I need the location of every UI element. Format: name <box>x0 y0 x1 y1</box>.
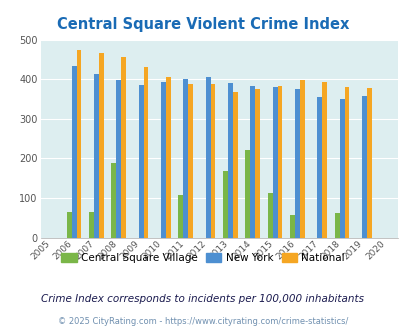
Bar <box>294 89 299 238</box>
Bar <box>277 86 282 238</box>
Text: Crime Index corresponds to incidents per 100,000 inhabitants: Crime Index corresponds to incidents per… <box>41 294 364 304</box>
Bar <box>344 87 349 238</box>
Bar <box>245 150 249 238</box>
Bar <box>267 193 272 238</box>
Bar <box>66 212 71 238</box>
Bar <box>334 213 339 238</box>
Bar <box>316 97 322 238</box>
Text: © 2025 CityRating.com - https://www.cityrating.com/crime-statistics/: © 2025 CityRating.com - https://www.city… <box>58 317 347 326</box>
Bar <box>111 163 116 238</box>
Bar <box>366 87 371 238</box>
Bar <box>299 81 304 238</box>
Bar <box>121 57 126 238</box>
Bar <box>143 67 148 238</box>
Bar <box>94 74 99 238</box>
Bar <box>272 87 277 238</box>
Bar <box>166 77 171 238</box>
Bar <box>289 214 294 238</box>
Bar <box>160 82 166 238</box>
Bar <box>77 50 81 238</box>
Bar <box>322 82 326 238</box>
Legend: Central Square Village, New York, National: Central Square Village, New York, Nation… <box>57 248 348 267</box>
Bar <box>99 53 104 238</box>
Bar <box>339 99 344 238</box>
Bar <box>249 86 255 238</box>
Bar <box>71 66 77 238</box>
Bar <box>222 171 227 238</box>
Bar <box>178 195 183 238</box>
Text: Central Square Violent Crime Index: Central Square Violent Crime Index <box>57 16 348 31</box>
Bar <box>232 92 237 238</box>
Bar <box>89 212 94 238</box>
Bar <box>210 84 215 238</box>
Bar <box>116 80 121 238</box>
Bar <box>183 79 188 238</box>
Bar <box>138 85 143 238</box>
Bar <box>227 83 232 238</box>
Bar <box>361 96 366 238</box>
Bar <box>205 77 210 238</box>
Bar <box>188 84 193 238</box>
Bar <box>255 89 260 238</box>
